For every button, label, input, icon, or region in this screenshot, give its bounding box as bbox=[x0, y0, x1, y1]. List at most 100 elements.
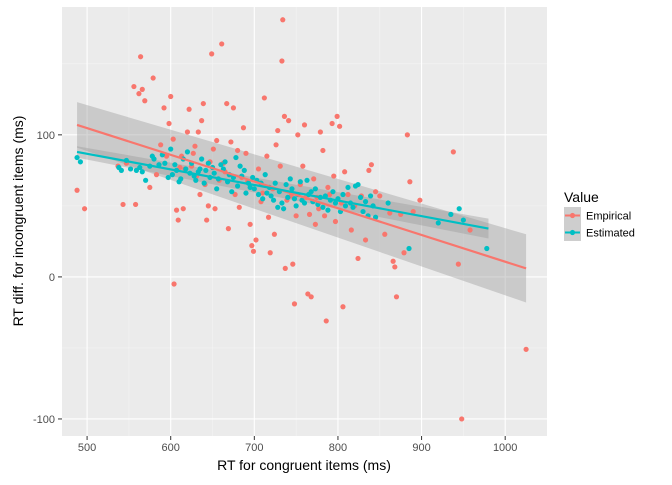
data-point-empirical bbox=[410, 208, 416, 215]
x-axis-label: RT for congruent items (ms) bbox=[217, 457, 391, 473]
data-point-empirical bbox=[286, 118, 292, 124]
x-tick-label: 600 bbox=[162, 442, 180, 454]
data-point-empirical bbox=[366, 167, 372, 173]
data-point-estimated bbox=[270, 197, 277, 203]
data-point-estimated bbox=[301, 200, 308, 206]
y-axis-label: RT diff. for incongruent items (ms) bbox=[10, 116, 26, 327]
data-point-empirical bbox=[279, 58, 285, 64]
data-point-empirical bbox=[340, 304, 346, 310]
data-point-empirical bbox=[317, 129, 323, 135]
data-point-estimated bbox=[435, 220, 441, 226]
x-tick-label: 700 bbox=[245, 442, 263, 454]
data-point-empirical bbox=[209, 51, 215, 57]
data-point-empirical bbox=[120, 201, 126, 208]
data-point-estimated bbox=[199, 156, 205, 162]
data-point-empirical bbox=[81, 206, 88, 212]
data-point-empirical bbox=[180, 206, 186, 212]
data-point-empirical bbox=[459, 416, 465, 422]
data-point-estimated bbox=[280, 206, 287, 212]
data-point-estimated bbox=[285, 194, 291, 200]
data-point-estimated bbox=[168, 146, 174, 152]
data-point-empirical bbox=[311, 176, 317, 182]
y-tick-label: 0 bbox=[49, 272, 55, 284]
data-point-empirical bbox=[323, 318, 329, 324]
data-point-empirical bbox=[197, 191, 203, 198]
data-point-estimated bbox=[448, 211, 454, 217]
data-point-estimated bbox=[222, 159, 228, 165]
data-point-empirical bbox=[138, 54, 144, 60]
data-point-estimated bbox=[320, 204, 326, 210]
data-point-empirical bbox=[186, 106, 192, 112]
data-point-estimated bbox=[243, 190, 249, 196]
data-point-estimated bbox=[360, 208, 366, 215]
data-point-estimated bbox=[325, 207, 331, 213]
data-point-empirical bbox=[210, 146, 216, 152]
data-point-empirical bbox=[291, 301, 298, 307]
data-point-estimated bbox=[264, 190, 270, 196]
data-point-empirical bbox=[387, 210, 393, 216]
data-point-empirical bbox=[153, 172, 160, 178]
data-point-estimated bbox=[357, 194, 364, 200]
data-point-empirical bbox=[393, 294, 400, 300]
data-point-estimated bbox=[262, 172, 268, 178]
data-point-empirical bbox=[316, 206, 322, 212]
data-point-empirical bbox=[308, 294, 314, 300]
data-point-estimated bbox=[342, 203, 349, 209]
data-point-empirical bbox=[267, 250, 273, 256]
data-point-empirical bbox=[199, 118, 205, 124]
data-point-empirical bbox=[175, 217, 181, 223]
data-point-estimated bbox=[203, 167, 209, 173]
data-point-estimated bbox=[304, 177, 310, 183]
data-point-estimated bbox=[460, 217, 466, 223]
data-point-estimated bbox=[237, 163, 243, 169]
data-point-empirical bbox=[362, 237, 369, 243]
data-point-estimated bbox=[332, 200, 339, 206]
data-point-empirical bbox=[275, 127, 281, 134]
data-point-empirical bbox=[195, 129, 201, 135]
data-point-empirical bbox=[325, 184, 331, 191]
data-point-empirical bbox=[293, 213, 299, 219]
data-point-empirical bbox=[280, 17, 286, 23]
data-point-empirical bbox=[321, 213, 328, 219]
data-point-estimated bbox=[385, 200, 391, 206]
data-point-empirical bbox=[230, 105, 237, 111]
data-point-estimated bbox=[118, 167, 124, 173]
data-point-empirical bbox=[337, 123, 343, 129]
data-point-empirical bbox=[401, 250, 407, 256]
data-point-empirical bbox=[161, 105, 167, 111]
data-point-estimated bbox=[137, 164, 143, 171]
data-point-empirical bbox=[368, 162, 374, 168]
x-axis-ticks: 500 600 700 800 900 1000 bbox=[78, 436, 517, 454]
data-point-empirical bbox=[320, 147, 326, 154]
data-point-empirical bbox=[171, 281, 177, 287]
data-point-empirical bbox=[382, 231, 388, 237]
data-point-empirical bbox=[224, 100, 230, 107]
data-point-empirical bbox=[355, 255, 361, 262]
data-point-empirical bbox=[306, 211, 313, 217]
data-point-empirical bbox=[255, 166, 262, 172]
data-point-empirical bbox=[184, 129, 191, 135]
data-point-estimated bbox=[214, 186, 220, 192]
fit-line-empirical bbox=[76, 123, 527, 270]
data-point-empirical bbox=[455, 261, 461, 267]
data-point-estimated bbox=[283, 181, 289, 188]
x-tick-label: 800 bbox=[329, 442, 347, 454]
data-point-estimated bbox=[272, 180, 278, 186]
data-point-estimated bbox=[275, 204, 281, 210]
data-point-empirical bbox=[312, 221, 318, 227]
data-point-empirical bbox=[450, 149, 456, 155]
data-point-estimated bbox=[229, 189, 235, 195]
x-tick-label: 900 bbox=[412, 442, 430, 454]
data-point-empirical bbox=[331, 173, 337, 179]
data-point-empirical bbox=[212, 206, 218, 212]
data-point-empirical bbox=[247, 221, 253, 227]
x-tick-label: 1000 bbox=[493, 442, 517, 454]
data-point-empirical bbox=[329, 120, 335, 127]
data-point-estimated bbox=[77, 159, 83, 165]
x-tick-label: 500 bbox=[78, 442, 96, 454]
data-point-empirical bbox=[417, 197, 423, 203]
data-point-empirical bbox=[271, 231, 277, 237]
data-point-estimated bbox=[456, 206, 462, 212]
data-point-estimated bbox=[291, 196, 298, 202]
